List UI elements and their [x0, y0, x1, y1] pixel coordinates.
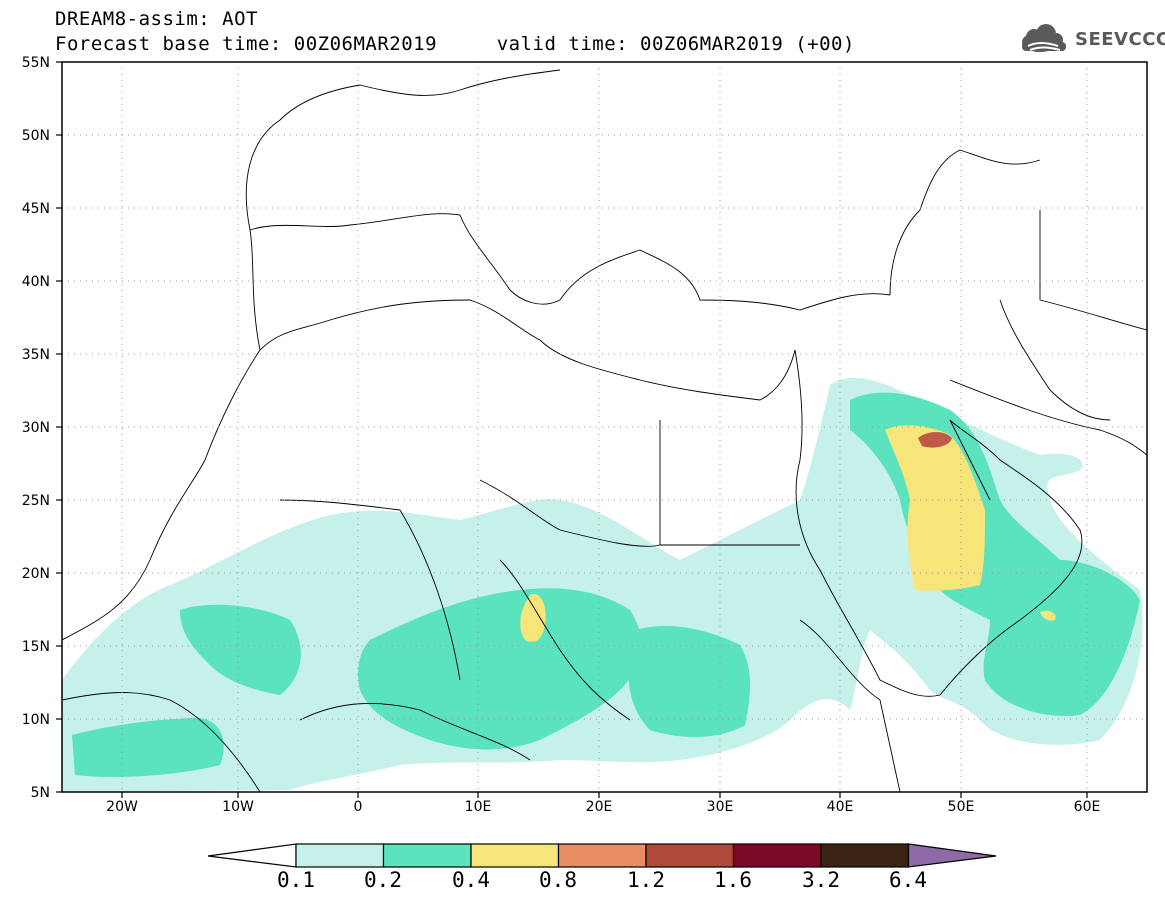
colorbar-label: 3.2 — [802, 868, 840, 892]
colorbar-segment — [557, 843, 647, 868]
y-tick-label: 15N — [22, 639, 50, 655]
y-tick-label: 35N — [22, 347, 50, 363]
x-tick-label: 40E — [827, 799, 854, 815]
colorbar-segment — [820, 843, 910, 868]
colorbar-segment — [207, 843, 297, 868]
x-tick-label: 10W — [222, 799, 254, 815]
logo-text: SEEVCCC — [1075, 29, 1165, 50]
aot-level-0.1-0.2 — [62, 377, 1143, 792]
x-tick-label: 30E — [707, 799, 734, 815]
y-tick-label: 55N — [22, 55, 50, 71]
aot-fields — [62, 377, 1143, 792]
x-tick-label: 60E — [1074, 799, 1101, 815]
x-tick-label: 20E — [586, 799, 613, 815]
colorbar-label: 0.1 — [277, 868, 315, 892]
x-tick-label: 10E — [465, 799, 492, 815]
colorbar-segment — [295, 843, 385, 868]
x-axis-labels: 20W 10W 0 10E 20E 30E 40E 50E 60E — [106, 799, 1100, 815]
colorbar-label: 0.4 — [452, 868, 490, 892]
colorbar-segment — [645, 843, 735, 868]
forecast-time-line: Forecast base time: 00Z06MAR2019 valid t… — [55, 33, 855, 55]
coastlines-borders — [62, 69, 1147, 792]
colorbar-label: 1.2 — [627, 868, 665, 892]
y-tick-label: 25N — [22, 493, 50, 509]
colorbar — [207, 843, 997, 868]
colorbar-label: 6.4 — [889, 868, 927, 892]
colorbar-label: 1.6 — [714, 868, 752, 892]
colorbar-segment — [470, 843, 560, 868]
y-tick-label: 20N — [22, 566, 50, 582]
y-tick-label: 5N — [31, 785, 50, 801]
x-tick-label: 0 — [354, 799, 363, 815]
y-tick-label: 45N — [22, 201, 50, 217]
aot-level-0.4-0.8 — [520, 425, 1056, 642]
y-axis-labels: 5N 10N 15N 20N 25N 30N 35N 40N 45N 50N 5… — [22, 55, 50, 801]
y-tick-label: 10N — [22, 712, 50, 728]
chart-title: DREAM8-assim: AOT — [55, 8, 258, 30]
colorbar-label: 0.8 — [539, 868, 577, 892]
cloud-icon — [1022, 24, 1066, 52]
aot-level-0.8-1.2 — [918, 432, 952, 448]
x-tick-label: 20W — [106, 799, 138, 815]
colorbar-segment — [382, 843, 472, 868]
colorbar-segment — [907, 843, 997, 868]
tick-marks — [56, 61, 1088, 798]
graticule — [62, 62, 1147, 792]
y-tick-label: 40N — [22, 274, 50, 290]
y-tick-label: 50N — [22, 128, 50, 144]
y-tick-label: 30N — [22, 420, 50, 436]
colorbar-segment — [732, 843, 822, 868]
colorbar-label: 0.2 — [364, 868, 402, 892]
x-tick-label: 50E — [948, 799, 975, 815]
